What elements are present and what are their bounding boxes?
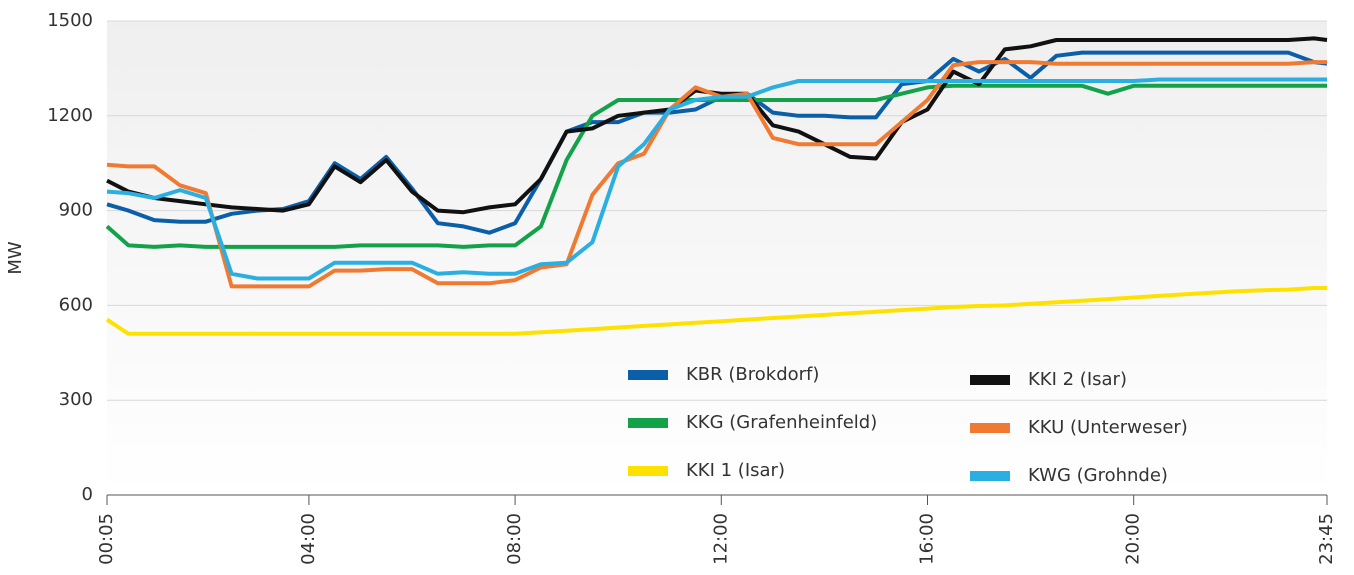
x-tick-label: 16:00 bbox=[916, 513, 937, 565]
x-tick-label: 12:00 bbox=[710, 513, 731, 565]
y-tick-label: 1200 bbox=[47, 105, 93, 126]
x-tick-label: 00:05 bbox=[96, 513, 117, 565]
legend-label: KWG (Grohnde) bbox=[1028, 465, 1168, 486]
series-line bbox=[105, 83, 1327, 249]
legend-swatch bbox=[628, 466, 668, 476]
series-line bbox=[106, 36, 1328, 215]
x-tick-label: 20:00 bbox=[1123, 513, 1144, 565]
series-line bbox=[105, 286, 1327, 336]
legend-swatch bbox=[628, 418, 668, 428]
y-tick-label: 0 bbox=[82, 484, 93, 505]
y-tick-label: 1500 bbox=[47, 10, 93, 31]
y-tick-label: 600 bbox=[59, 294, 93, 315]
y-tick-label: 300 bbox=[59, 389, 93, 410]
legend-swatch bbox=[970, 423, 1010, 433]
x-tick-label: 04:00 bbox=[298, 513, 319, 565]
series-line bbox=[106, 77, 1327, 281]
legend-label: KKI 2 (Isar) bbox=[1028, 369, 1127, 390]
y-axis-label: MW bbox=[5, 241, 26, 275]
legend-swatch bbox=[628, 370, 668, 380]
legend-swatch bbox=[970, 375, 1010, 385]
y-tick-label: 900 bbox=[59, 200, 93, 221]
legend-swatch bbox=[970, 471, 1010, 481]
legend-label: KKI 1 (Isar) bbox=[686, 460, 785, 481]
legend-label: KKU (Unterweser) bbox=[1028, 417, 1188, 438]
legend-label: KBR (Brokdorf) bbox=[686, 364, 819, 385]
x-tick-label: 23:45 bbox=[1316, 513, 1337, 565]
legend-label: KKG (Grafenheinfeld) bbox=[686, 412, 877, 433]
x-tick-label: 08:00 bbox=[504, 513, 525, 565]
